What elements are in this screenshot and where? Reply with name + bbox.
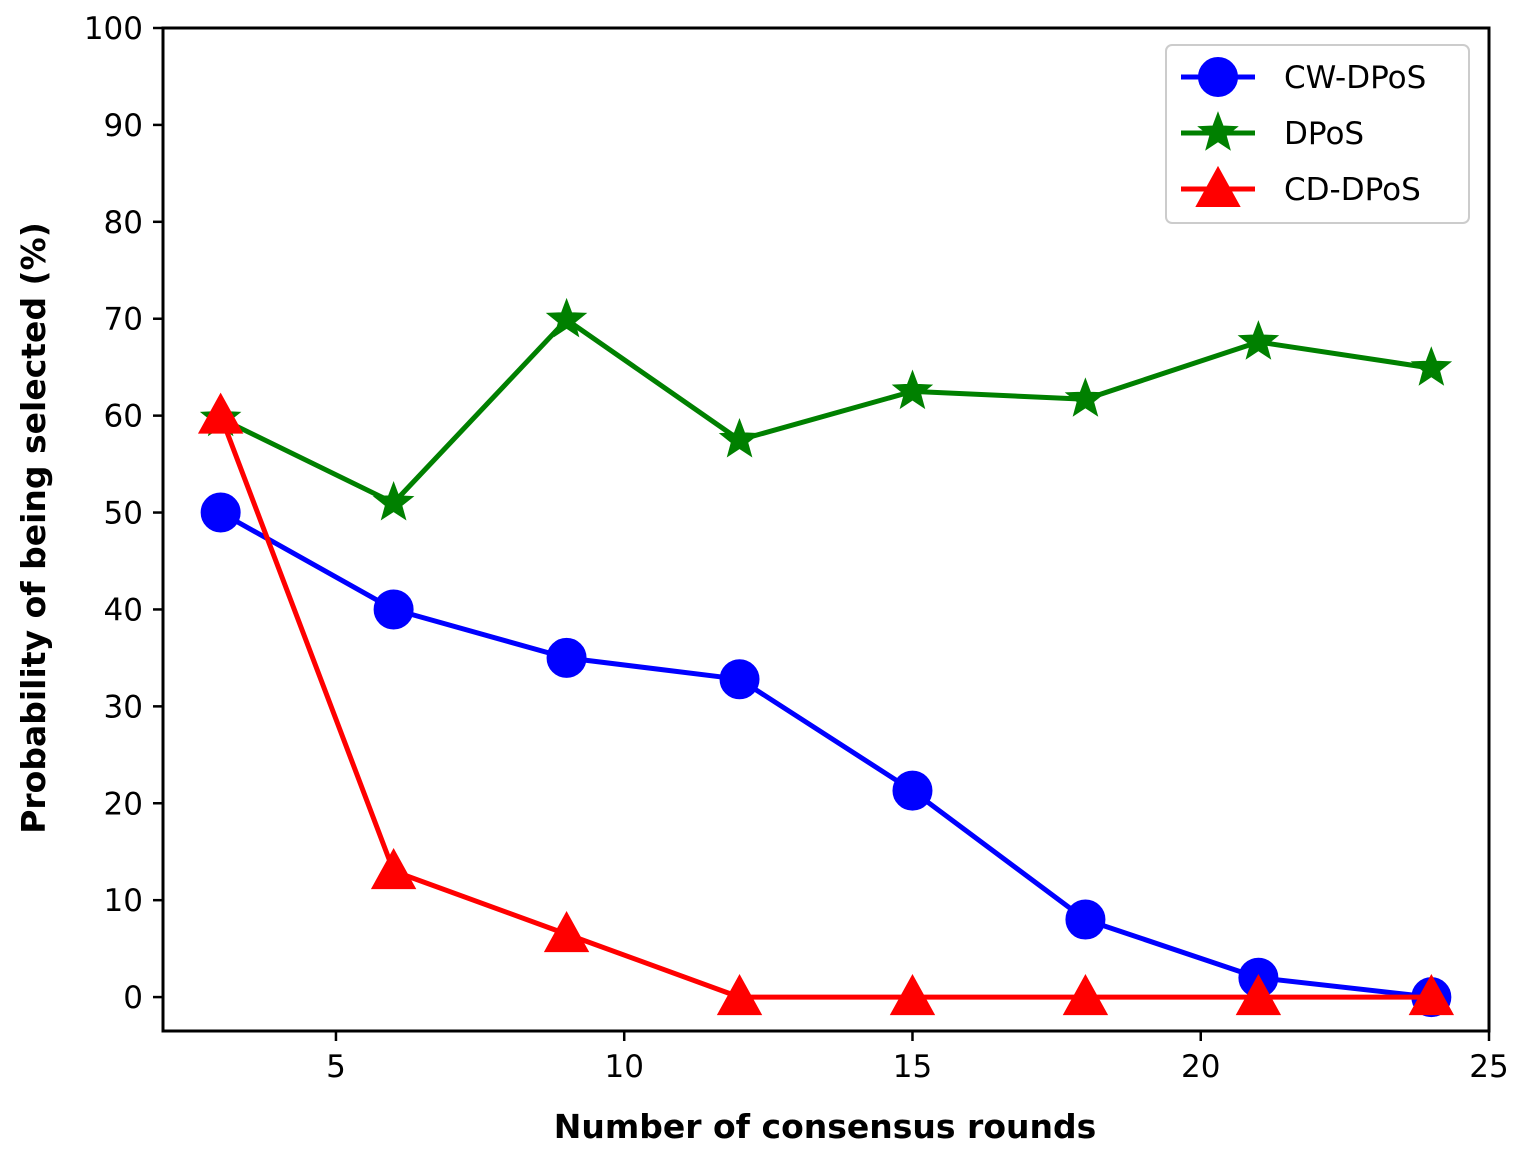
y-tick-label: 10 [104,883,143,919]
data-point-cw-dpos-4 [892,770,933,811]
data-point-dpos-6 [1237,320,1280,360]
data-point-dpos-5 [1064,377,1107,417]
series-dpos [199,297,1453,521]
series-cw-dpos [200,492,1452,1018]
data-point-cw-dpos-5 [1065,899,1106,940]
data-point-cd-dpos-1 [370,848,417,890]
data-point-dpos-2 [545,297,588,338]
data-point-dpos-7 [1410,346,1453,386]
series-line-dpos [219,317,1432,506]
legend: CW-DPoS DPoS CD-DPoS [1165,44,1470,224]
series-line-cd-dpos [218,414,1432,1000]
y-tick-label: 90 [104,108,143,144]
y-tick-label: 50 [104,496,143,532]
legend-item-cw-dpos: CW-DPoS [1181,57,1426,97]
y-tick-label: 100 [84,11,143,47]
legend-marker-cw-dpos [1198,57,1238,97]
data-point-cw-dpos-2 [546,637,587,678]
data-point-cd-dpos-4 [889,974,936,1016]
data-point-cd-dpos-0 [197,392,244,434]
x-axis-title: Number of consensus rounds [554,1107,1097,1146]
data-point-cw-dpos-3 [719,659,760,700]
data-point-cd-dpos-5 [1062,974,1109,1016]
plot-frame [161,26,1491,1033]
y-tick-label: 20 [104,786,143,822]
x-tick-label: 25 [1469,1049,1508,1085]
legend-marker-dpos [1197,111,1239,151]
y-tick-label: 80 [104,205,143,241]
data-point-cw-dpos-0 [200,492,241,533]
legend-box [1165,44,1470,224]
data-point-dpos-1 [372,481,415,521]
y-tick-label: 60 [104,399,143,435]
legend-item-cd-dpos: CD-DPoS [1181,165,1421,208]
y-tick-label: 0 [123,980,143,1016]
data-point-dpos-3 [718,418,761,458]
axes: 5 10 15 20 25 0 10 20 30 40 50 60 70 80 90 100 [84,11,1509,1085]
x-tick-label: 20 [1181,1049,1220,1085]
data-point-cd-dpos-7 [1408,974,1455,1016]
series-line-cw-dpos [219,510,1432,1000]
legend-label-cd-dpos: CD-DPoS [1284,172,1421,208]
data-point-dpos-4 [891,369,934,410]
legend-item-dpos: DPoS [1181,111,1364,152]
data-point-cd-dpos-3 [716,974,763,1016]
y-tick-label: 40 [104,592,143,628]
series-cd-dpos [197,392,1455,1016]
y-axis-title: Probability of being selected (%) [14,222,53,834]
data-point-cd-dpos-2 [543,911,590,953]
legend-marker-cd-dpos [1195,165,1241,207]
data-point-cd-dpos-6 [1235,974,1282,1016]
y-tick-label: 70 [104,302,143,338]
x-tick-label: 10 [604,1049,643,1085]
legend-label-dpos: DPoS [1284,116,1364,152]
plot-area [197,297,1455,1018]
y-tick-label: 30 [104,689,143,725]
legend-label-cw-dpos: CW-DPoS [1284,60,1426,96]
data-point-cw-dpos-1 [373,589,414,630]
x-tick-label: 5 [326,1049,346,1085]
x-tick-label: 15 [893,1049,932,1085]
